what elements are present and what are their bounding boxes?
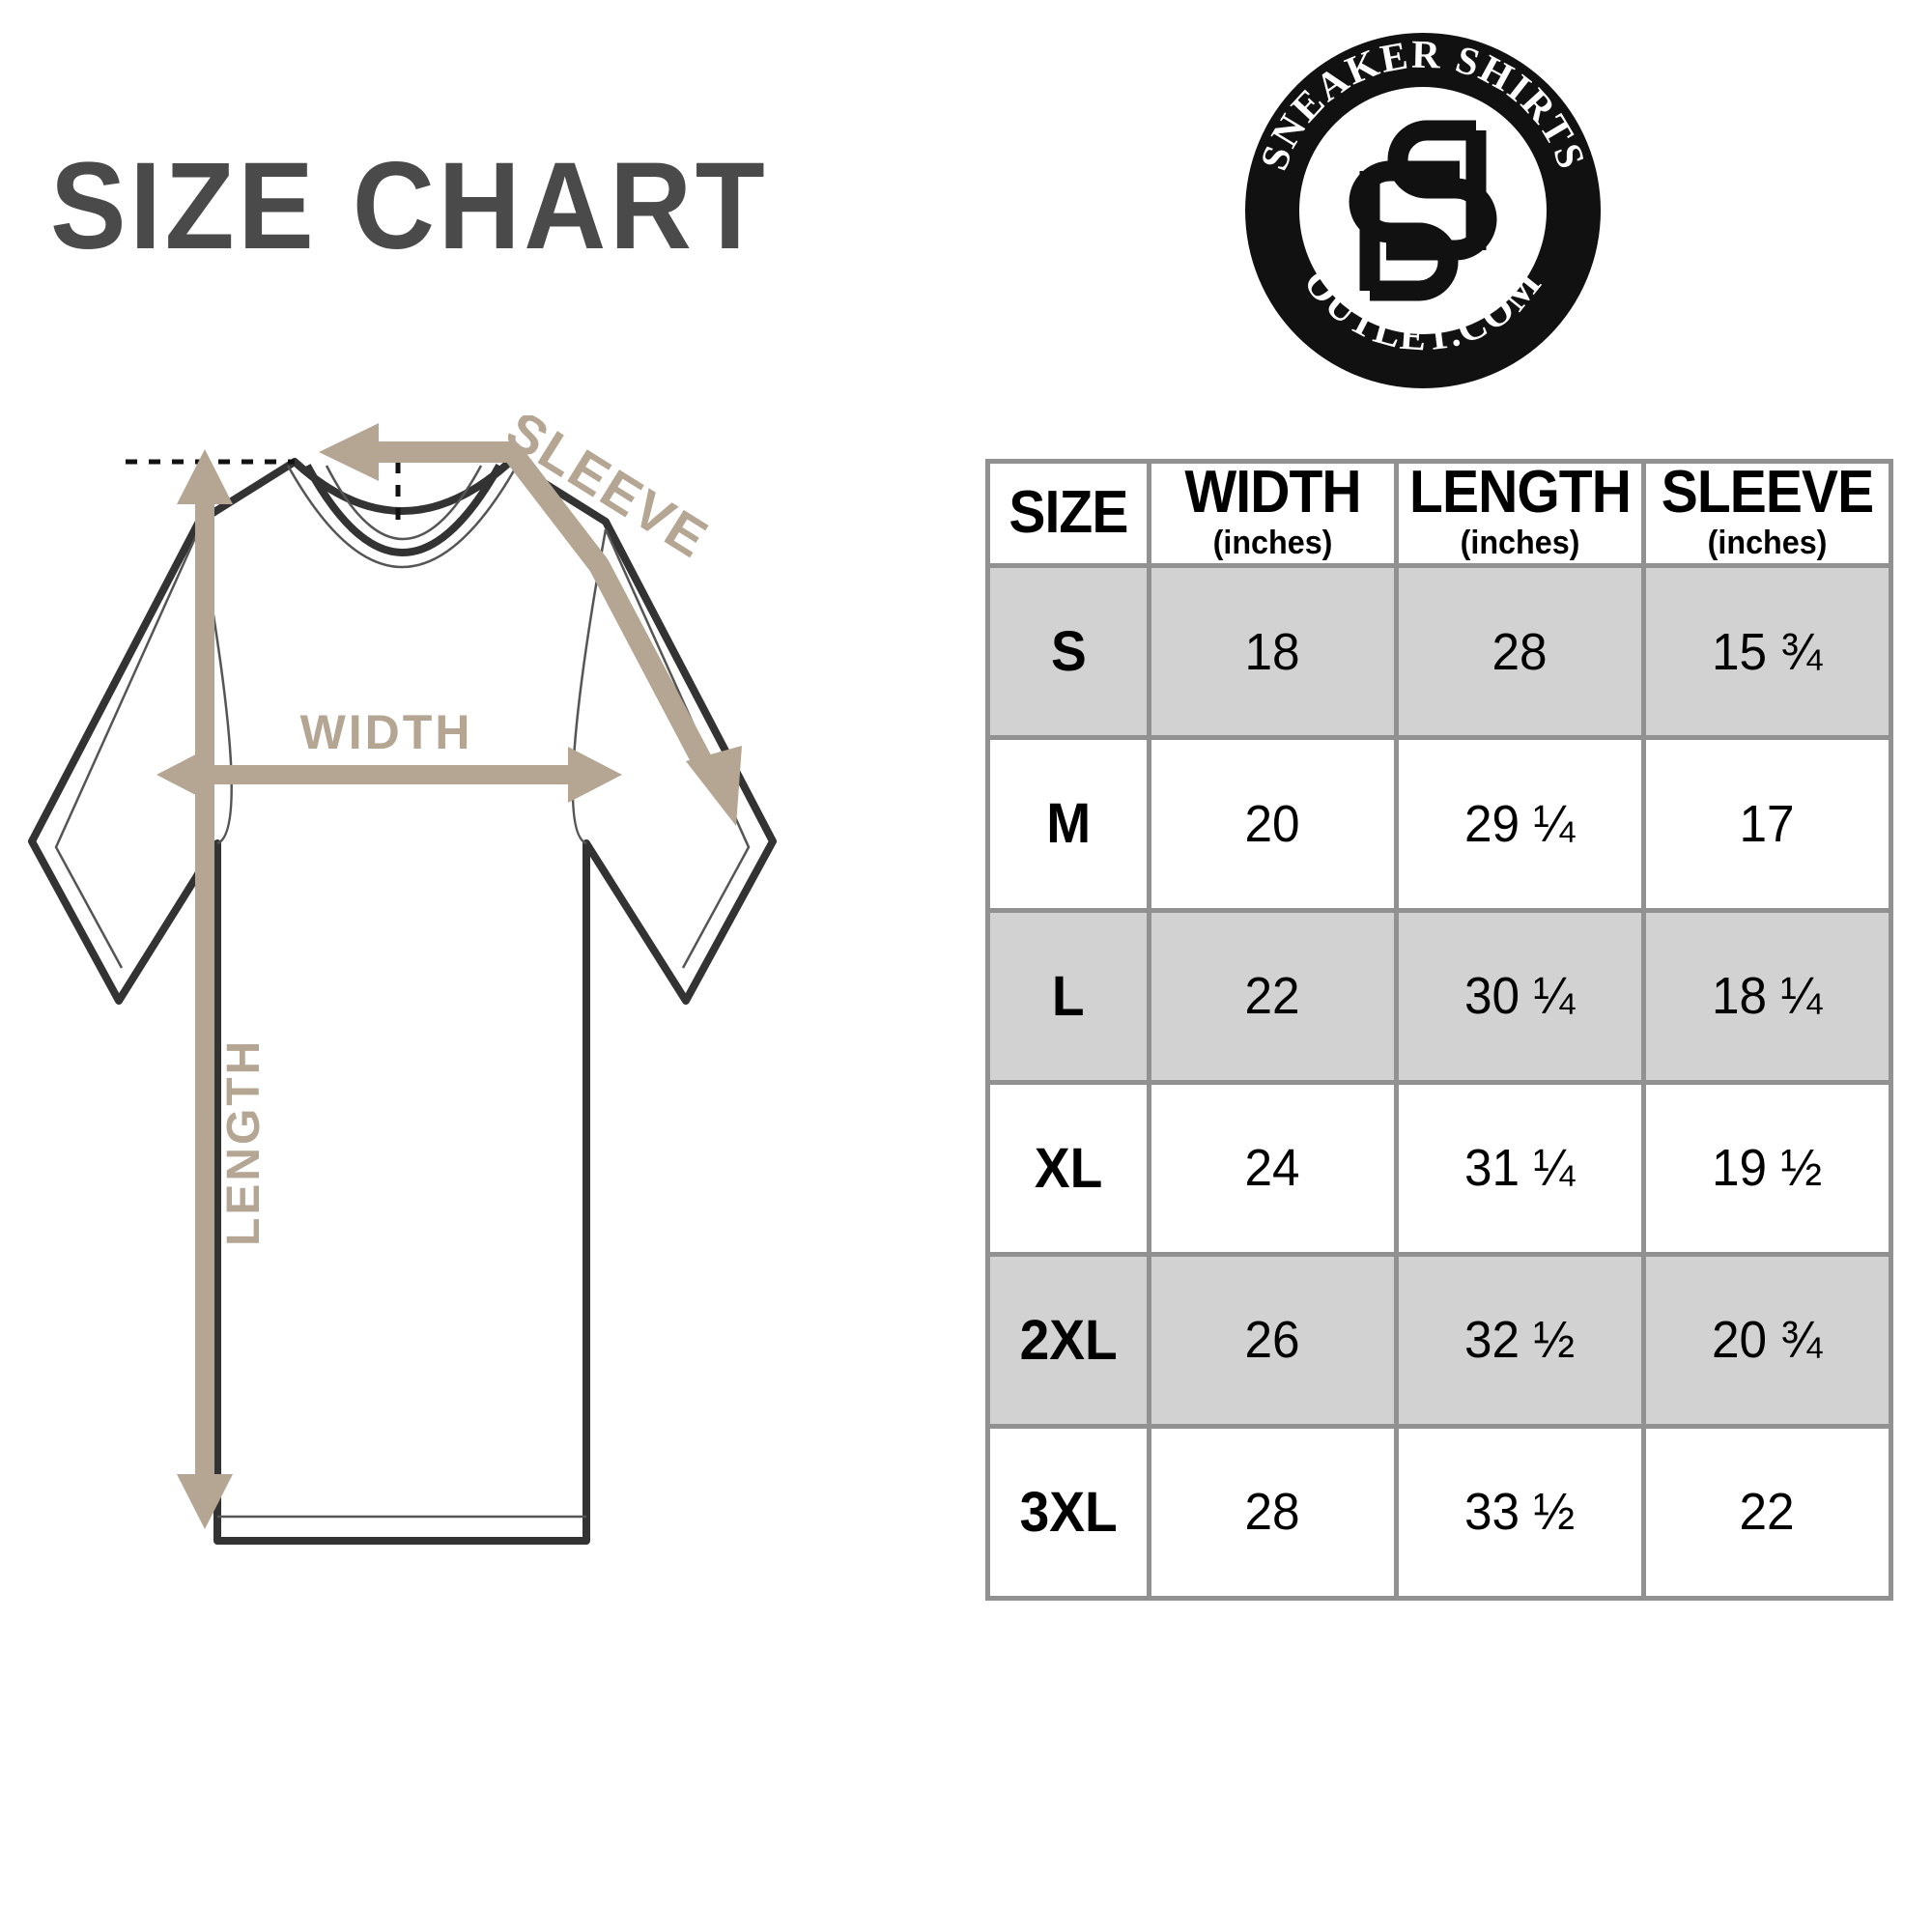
page-title: SIZE CHART	[50, 137, 769, 275]
width-value: 24	[1244, 1139, 1300, 1198]
sleeve-value: 17	[1739, 794, 1796, 853]
sleeve-value: 20 ¾	[1712, 1311, 1823, 1370]
length-arrow-head-top	[177, 449, 233, 504]
column-header-sleeve-unit: (inches)	[1707, 524, 1828, 561]
column-header-width-unit: (inches)	[1212, 524, 1333, 561]
logo-ss-monogram	[1349, 120, 1497, 301]
column-header-sleeve: SLEEVE (inches)	[1645, 459, 1889, 564]
sleeve-measure-arrow	[319, 423, 742, 826]
cell-width: 18	[1151, 568, 1394, 736]
sleeve-arrow-head-left	[319, 423, 379, 481]
brand-logo: SNEAKER SHIRTS OUTLET.COM	[1241, 29, 1605, 392]
sleeve-value: 22	[1739, 1483, 1796, 1542]
column-header-length-unit: (inches)	[1460, 524, 1580, 561]
column-header-width-main: WIDTH	[1184, 459, 1361, 526]
length-value: 32 ½	[1464, 1311, 1576, 1370]
shirt-collar-outer-arc	[286, 465, 519, 569]
cell-width: 22	[1151, 912, 1394, 1080]
sleeve-value: 18 ¼	[1712, 967, 1823, 1026]
cell-size: 2XL	[990, 1256, 1147, 1424]
size-chart-table-wrapper: SIZE WIDTH (inches) LENGTH (inches) SLEE…	[985, 459, 1893, 1601]
column-header-width: WIDTH (inches)	[1151, 459, 1394, 564]
table-row: XL 24 31 ¼ 19 ½	[990, 1084, 1889, 1252]
shirt-collar-inner-arc	[325, 465, 483, 540]
column-header-length: LENGTH (inches)	[1398, 459, 1641, 564]
length-value: 28	[1492, 622, 1548, 681]
sleeve-value: 19 ½	[1712, 1139, 1823, 1198]
length-measure-arrow	[177, 449, 233, 1529]
cell-length: 28	[1398, 568, 1641, 736]
shirt-left-sleeve-inner-seam	[54, 528, 201, 969]
shirt-collar-rib	[303, 464, 503, 556]
size-label: XL	[1034, 1136, 1103, 1200]
cell-size: S	[990, 568, 1147, 736]
width-value: 22	[1244, 967, 1300, 1026]
cell-sleeve: 18 ¼	[1645, 912, 1889, 1080]
width-value: 18	[1244, 622, 1300, 681]
size-label: S	[1050, 620, 1087, 684]
cell-size: 3XL	[990, 1428, 1147, 1596]
length-arrow-head-bottom	[177, 1474, 233, 1529]
width-arrow-head-right	[568, 747, 622, 803]
length-value: 33 ½	[1464, 1483, 1576, 1542]
cell-size: L	[990, 912, 1147, 1080]
column-header-length-main: LENGTH	[1408, 459, 1632, 526]
length-value: 31 ¼	[1464, 1139, 1576, 1198]
table-row: S 18 28 15 ¾	[990, 568, 1889, 736]
cell-width: 28	[1151, 1428, 1394, 1596]
table-row: 3XL 28 33 ½ 22	[990, 1428, 1889, 1596]
shirt-outline	[28, 458, 777, 1545]
t-shirt-diagram: SLEEVE WIDTH LENGTH	[0, 415, 966, 1633]
width-value: 20	[1244, 794, 1300, 853]
cell-sleeve: 20 ¾	[1645, 1256, 1889, 1424]
table-row: 2XL 26 32 ½ 20 ¾	[990, 1256, 1889, 1424]
cell-sleeve: 19 ½	[1645, 1084, 1889, 1252]
size-label: L	[1052, 964, 1085, 1028]
size-label: M	[1045, 792, 1091, 856]
shirt-right-sleeve-inner-seam	[604, 528, 751, 969]
shirt-body-path	[28, 458, 777, 1545]
size-chart-table: SIZE WIDTH (inches) LENGTH (inches) SLEE…	[985, 459, 1893, 1601]
cell-length: 31 ¼	[1398, 1084, 1641, 1252]
width-label: WIDTH	[300, 705, 473, 759]
table-header-row: SIZE WIDTH (inches) LENGTH (inches) SLEE…	[990, 459, 1889, 564]
length-value: 30 ¼	[1464, 967, 1576, 1026]
width-value: 28	[1244, 1483, 1300, 1542]
cell-sleeve: 17	[1645, 740, 1889, 908]
sleeve-arrow-head-right	[686, 746, 742, 826]
cell-width: 24	[1151, 1084, 1394, 1252]
cell-length: 29 ¼	[1398, 740, 1641, 908]
table-row: M 20 29 ¼ 17	[990, 740, 1889, 908]
cell-size: XL	[990, 1084, 1147, 1252]
cell-width: 20	[1151, 740, 1394, 908]
width-value: 26	[1244, 1311, 1300, 1370]
cell-length: 32 ½	[1398, 1256, 1641, 1424]
size-label: 3XL	[1019, 1480, 1118, 1544]
cell-width: 26	[1151, 1256, 1394, 1424]
size-label: 2XL	[1019, 1308, 1118, 1372]
length-label: LENGTH	[218, 1038, 270, 1246]
table-row: L 22 30 ¼ 18 ¼	[990, 912, 1889, 1080]
cell-length: 33 ½	[1398, 1428, 1641, 1596]
column-header-sleeve-main: SLEEVE	[1661, 459, 1874, 526]
column-header-size-main: SIZE	[1009, 479, 1128, 547]
cell-sleeve: 15 ¾	[1645, 568, 1889, 736]
cell-length: 30 ¼	[1398, 912, 1641, 1080]
cell-sleeve: 22	[1645, 1428, 1889, 1596]
length-value: 29 ¼	[1464, 794, 1576, 853]
cell-size: M	[990, 740, 1147, 908]
sleeve-value: 15 ¾	[1712, 622, 1823, 681]
column-header-size: SIZE	[990, 464, 1147, 564]
